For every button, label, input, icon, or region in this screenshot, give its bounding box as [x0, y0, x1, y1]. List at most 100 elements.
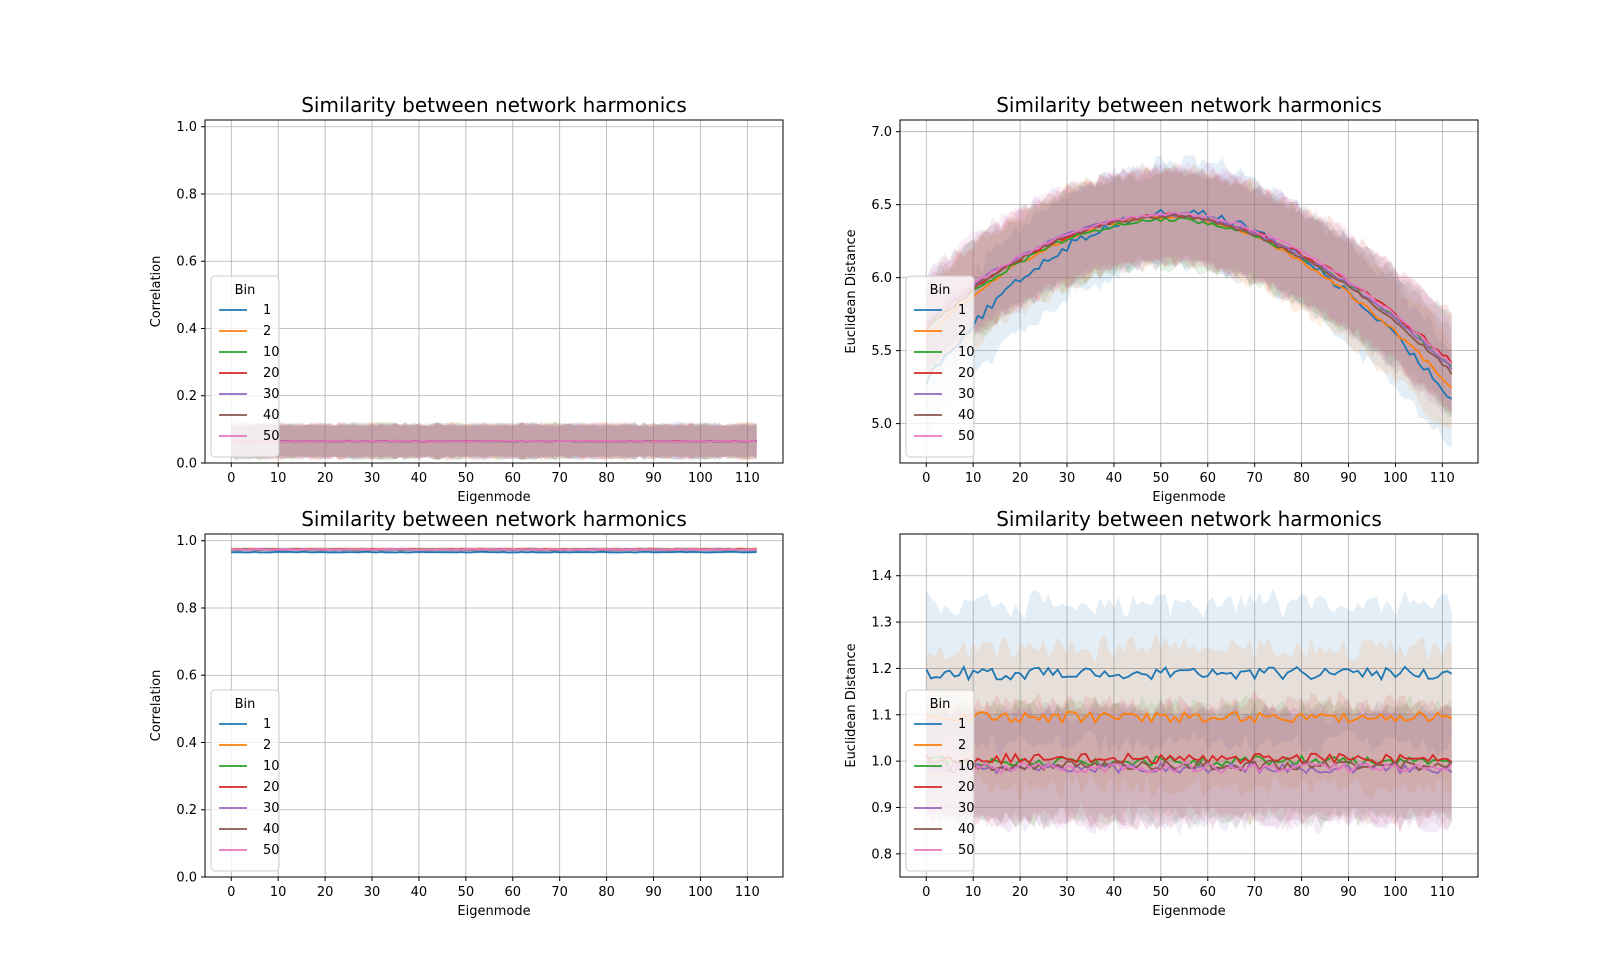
y-tick-label: 5.5: [871, 344, 892, 359]
y-tick-label: 0.8: [176, 187, 197, 202]
x-tick-label: 110: [1430, 885, 1455, 900]
x-tick-label: 80: [598, 471, 615, 486]
axes-frame: [899, 119, 1479, 464]
legend-label-1: 1: [263, 717, 271, 732]
y-tick-label: 1.1: [871, 708, 892, 723]
y-tick-label: 1.4: [871, 569, 892, 584]
x-axis-label: Eigenmode: [1152, 904, 1225, 919]
x-tick-label: 90: [645, 885, 662, 900]
legend-label-50: 50: [263, 843, 280, 858]
line-series-50: [231, 548, 757, 551]
legend-label-1: 1: [958, 303, 966, 318]
band-series-1: [926, 154, 1452, 447]
x-tick-label: 20: [317, 471, 334, 486]
y-tick-label: 0.0: [176, 457, 197, 472]
y-tick-label: 1.0: [871, 755, 892, 770]
legend-label-30: 30: [263, 387, 280, 402]
y-tick-label: 6.0: [871, 271, 892, 286]
x-tick-label: 110: [735, 471, 760, 486]
axes-frame: [204, 119, 784, 464]
line-series-50: [231, 439, 757, 443]
line-series-1: [231, 550, 757, 554]
x-tick-label: 50: [458, 885, 475, 900]
legend-title: Bin: [235, 697, 256, 712]
legend-box: [905, 275, 975, 458]
legend-label-30: 30: [958, 801, 975, 816]
line-series-40: [925, 213, 1453, 375]
plot-area: [231, 421, 757, 461]
y-tick-label: 5.0: [871, 417, 892, 432]
legend-label-1: 1: [263, 303, 271, 318]
x-tick-label: 80: [1293, 471, 1310, 486]
x-axis-label: Eigenmode: [457, 904, 530, 919]
legend-label-40: 40: [263, 822, 280, 837]
y-tick-label: 6.5: [871, 198, 892, 213]
x-tick-label: 60: [504, 471, 521, 486]
x-tick-label: 90: [1340, 471, 1357, 486]
x-tick-label: 80: [1293, 885, 1310, 900]
y-tick-label: 1.0: [176, 534, 197, 549]
legend-label-30: 30: [958, 387, 975, 402]
legend: Bin 1 2 10 20 30 40 50: [210, 275, 280, 458]
y-axis-label: Correlation: [149, 670, 164, 742]
band-series-10: [926, 165, 1452, 418]
x-tick-label: 50: [1153, 471, 1170, 486]
legend-label-2: 2: [263, 324, 271, 339]
y-tick-label: 0.9: [871, 801, 892, 816]
chart-title: Similarity between network harmonics: [301, 507, 687, 531]
x-axis-label: Eigenmode: [457, 490, 530, 505]
band-series-20: [926, 690, 1452, 826]
x-tick-label: 70: [551, 471, 568, 486]
chart-title: Similarity between network harmonics: [996, 507, 1382, 531]
x-tick-label: 100: [1383, 885, 1408, 900]
x-tick-label: 50: [1153, 885, 1170, 900]
grid: [205, 534, 783, 878]
y-tick-label: 7.0: [871, 125, 892, 140]
x-tick-label: 50: [458, 471, 475, 486]
line-series-50: [925, 211, 1453, 365]
plot-area: [925, 588, 1453, 837]
x-tick-label: 30: [1059, 885, 1076, 900]
legend-label-50: 50: [958, 429, 975, 444]
plot-area: [925, 154, 1453, 447]
x-tick-label: 100: [688, 885, 713, 900]
y-tick-label: 1.2: [871, 662, 892, 677]
axes-frame: [899, 533, 1479, 878]
subplot-3: 0 10 20 30 40 50 60 70 80 90 100 1100.00.20.40.60.8…: [149, 507, 784, 919]
x-tick-label: 70: [1246, 471, 1263, 486]
x-tick-label: 40: [411, 471, 428, 486]
legend-title: Bin: [930, 697, 951, 712]
x-tick-label: 20: [1012, 471, 1029, 486]
legend-label-40: 40: [263, 408, 280, 423]
band-series-2: [926, 166, 1452, 430]
x-tick-label: 60: [1199, 885, 1216, 900]
band-series-30: [926, 163, 1452, 415]
x-tick-label: 100: [1383, 471, 1408, 486]
legend-label-10: 10: [263, 345, 280, 360]
line-series-40: [926, 759, 1453, 773]
line-series-20: [925, 752, 1453, 766]
legend-title: Bin: [930, 283, 951, 298]
subplot-1: 0 10 20 30 40 50 60 70 80 90 100 1100.00.20.40.60.8…: [149, 93, 784, 505]
y-tick-label: 0.4: [176, 736, 197, 751]
legend-label-2: 2: [958, 324, 966, 339]
x-tick-label: 10: [270, 471, 287, 486]
x-axis-label: Eigenmode: [1152, 490, 1225, 505]
x-tick-label: 40: [1106, 885, 1123, 900]
legend-label-20: 20: [958, 780, 975, 795]
x-tick-label: 90: [645, 471, 662, 486]
x-tick-label: 10: [965, 885, 982, 900]
legend-box: [905, 689, 975, 872]
legend-box: [210, 689, 280, 872]
subplot-4: 0 10 20 30 40 50 60 70 80 90 100 1100.80.91.01.11.2…: [844, 507, 1479, 919]
x-tick-label: 0: [922, 471, 930, 486]
legend-label-2: 2: [263, 738, 271, 753]
legend: Bin 1 2 10 20 30 40 50: [905, 275, 975, 458]
legend-title: Bin: [235, 283, 256, 298]
x-tick-label: 100: [688, 471, 713, 486]
line-series-50: [925, 762, 1453, 775]
legend-label-20: 20: [958, 366, 975, 381]
band-series-20: [926, 164, 1452, 412]
legend-label-30: 30: [263, 801, 280, 816]
y-tick-label: 1.3: [871, 616, 892, 631]
